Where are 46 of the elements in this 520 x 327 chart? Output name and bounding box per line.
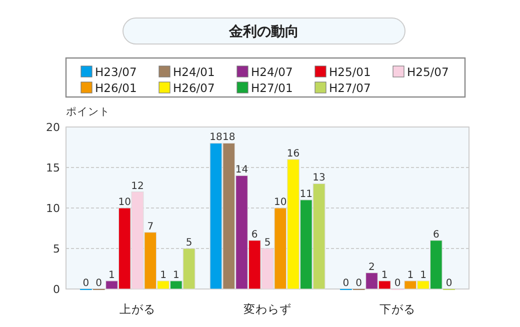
- data-label: 13: [312, 172, 326, 184]
- legend-label: H23/07: [95, 65, 137, 79]
- data-label: 6: [432, 229, 440, 240]
- data-label: 0: [394, 278, 401, 289]
- legend-label: H27/01: [251, 81, 293, 95]
- legend-label: H24/07: [251, 65, 293, 79]
- data-label: 0: [82, 278, 90, 289]
- chart-title: 金利の動向: [228, 24, 299, 40]
- data-label: 0: [446, 278, 452, 289]
- y-tick-label: 15: [46, 162, 60, 174]
- data-label: 11: [300, 188, 313, 200]
- x-tick-label: 下がる: [380, 302, 416, 316]
- legend-label: H25/07: [407, 65, 449, 79]
- legend-label: H26/07: [173, 81, 215, 95]
- data-label: 10: [274, 197, 287, 208]
- y-tick-label: 5: [53, 242, 60, 256]
- data-label: 0: [342, 278, 350, 289]
- legend-label: H24/01: [173, 65, 215, 79]
- data-label: 12: [131, 180, 144, 192]
- y-tick-label: 10: [46, 202, 60, 215]
- data-label: 18: [210, 132, 222, 144]
- legend-label: H26/01: [95, 81, 137, 95]
- legend-label: H27/07: [329, 81, 371, 95]
- data-label: 14: [235, 164, 248, 176]
- data-label: 0: [96, 278, 102, 289]
- data-label: 1: [108, 270, 115, 281]
- data-label: 2: [368, 262, 375, 273]
- data-label: 7: [147, 221, 154, 232]
- data-label: 1: [160, 270, 166, 281]
- legend-label: H25/01: [329, 65, 371, 79]
- x-tick-label: 上がる: [120, 302, 156, 316]
- data-label: 1: [381, 270, 388, 281]
- data-label: 1: [172, 270, 180, 281]
- data-label: 1: [420, 270, 426, 281]
- y-tick-label: 0: [53, 283, 60, 296]
- data-label: 18: [222, 132, 236, 144]
- data-label: 5: [264, 238, 271, 248]
- data-label: 5: [186, 238, 192, 248]
- y-axis-title: ポイント: [66, 106, 110, 118]
- x-tick-label: 変わらず: [244, 302, 292, 316]
- data-label: 6: [251, 229, 258, 240]
- data-label: 1: [407, 270, 414, 281]
- y-tick-label: 20: [46, 121, 60, 134]
- data-label: 16: [286, 148, 300, 160]
- data-label: 10: [118, 197, 131, 208]
- data-label: 0: [356, 278, 362, 289]
